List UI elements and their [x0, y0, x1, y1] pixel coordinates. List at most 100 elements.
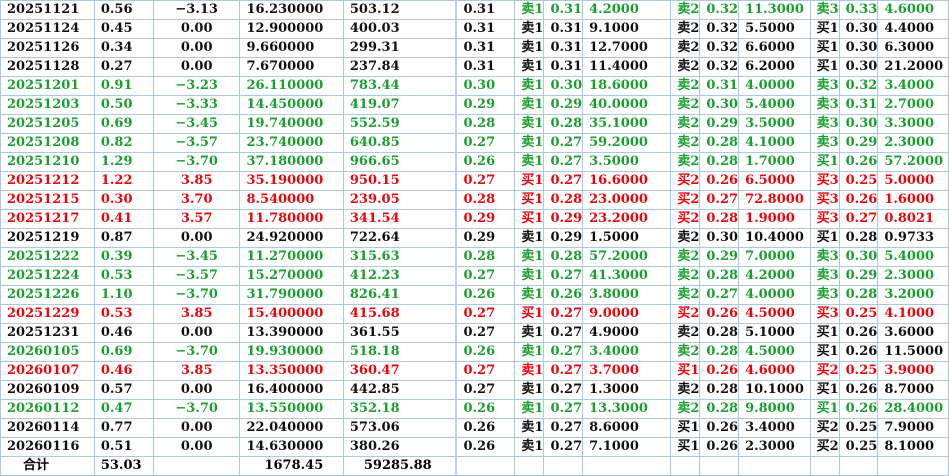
- date-cell: 20260105: [0, 342, 95, 362]
- level1-label-cell: 卖1: [514, 19, 545, 39]
- level3-price-cell: 0.29: [838, 266, 879, 286]
- level2-price-cell: 0.32: [699, 0, 740, 20]
- level3-price-cell: 0.25: [838, 361, 879, 381]
- table-row: 20251201 0.91 −3.23 26.110000 783.44 0.30 卖1 0.…: [0, 76, 949, 96]
- amount-cell: 415.68: [342, 304, 457, 324]
- level2-price-cell: 0.26: [699, 304, 740, 324]
- level3-qty-cell: 2.3000: [877, 133, 949, 153]
- level3-qty-cell: 11.5000: [877, 342, 949, 362]
- level1-price-cell: 0.26: [543, 285, 584, 305]
- volume-cell: 19.740000: [239, 114, 344, 134]
- amount-cell: 352.18: [342, 399, 457, 419]
- close-price-cell: 0.28: [455, 114, 516, 134]
- level2-label-cell: 买2: [670, 190, 701, 210]
- table-row: 20251217 0.41 3.57 11.780000 341.54 0.29 买1 0.2…: [0, 209, 949, 229]
- level1-price-cell: 0.27: [543, 437, 584, 457]
- turnover-cell: 0.34: [93, 38, 154, 58]
- level1-price-cell: 0.28: [543, 190, 584, 210]
- level3-price-cell: 0.30: [838, 247, 879, 267]
- level3-label-cell: 卖3: [809, 95, 840, 115]
- level3-label-cell: 卖3: [809, 285, 840, 305]
- level2-qty-cell: 7.0000: [738, 247, 811, 267]
- table-row: 20260112 0.47 −3.70 13.550000 352.18 0.26 卖1 0.…: [0, 399, 949, 419]
- volume-cell: 16.230000: [239, 0, 344, 20]
- level2-qty-cell: 4.2000: [738, 266, 811, 286]
- amount-cell: 573.06: [342, 418, 457, 438]
- level3-price-cell: 0.26: [838, 380, 879, 400]
- level3-price-cell: 0.26: [838, 190, 879, 210]
- level1-qty-cell: 23.2000: [582, 209, 672, 229]
- level3-qty-cell: 21.2000: [877, 57, 949, 77]
- level3-qty-cell: 57.2000: [877, 152, 949, 172]
- level2-price-cell: 0.28: [699, 152, 740, 172]
- level2-qty-cell: 1.7000: [738, 152, 811, 172]
- date-cell: 20260114: [0, 418, 95, 438]
- close-price-cell: 0.26: [455, 399, 516, 419]
- table-row: 20251124 0.45 0.00 12.900000 400.03 0.31 卖1 0.3…: [0, 19, 949, 39]
- change-percent-cell: 3.85: [152, 361, 241, 381]
- turnover-cell: 0.41: [93, 209, 154, 229]
- level1-price-cell: 0.31: [543, 0, 584, 20]
- level1-qty-cell: 35.1000: [582, 114, 672, 134]
- level1-price-cell: 0.29: [543, 209, 584, 229]
- table-row: 20251215 0.30 3.70 8.540000 239.05 0.28 买1 0.28…: [0, 190, 949, 210]
- level1-price-cell: 0.27: [543, 323, 584, 343]
- change-percent-cell: 0.00: [152, 19, 241, 39]
- volume-cell: 19.930000: [239, 342, 344, 362]
- level2-label-cell: 卖2: [670, 76, 701, 96]
- level3-label-cell: 买3: [809, 209, 840, 229]
- close-price-cell: 0.27: [455, 361, 516, 381]
- change-percent-cell: 0.00: [152, 380, 241, 400]
- turnover-cell: 0.30: [93, 190, 154, 210]
- level1-label-cell: 买1: [514, 209, 545, 229]
- table-row: 20251126 0.34 0.00 9.660000 299.31 0.31 卖1 0.31…: [0, 38, 949, 58]
- level3-qty-cell: 3.3000: [877, 114, 949, 134]
- level2-price-cell: 0.27: [699, 285, 740, 305]
- amount-cell: 299.31: [342, 38, 457, 58]
- level1-label-cell: 卖1: [514, 114, 545, 134]
- table-row: 20251212 1.22 3.85 35.190000 950.15 0.27 买1 0.2…: [0, 171, 949, 191]
- change-percent-cell: 0.00: [152, 418, 241, 438]
- level3-label-cell: 买1: [809, 399, 840, 419]
- level1-label-cell: 卖1: [514, 418, 545, 438]
- level1-price-cell: 0.27: [543, 418, 584, 438]
- level2-qty-cell: 6.6000: [738, 38, 811, 58]
- close-price-cell: 0.31: [455, 57, 516, 77]
- close-price-cell: 0.26: [455, 285, 516, 305]
- level1-label-cell: 卖1: [514, 0, 545, 20]
- turnover-cell: 0.69: [93, 114, 154, 134]
- level3-label-cell: 买1: [809, 228, 840, 248]
- level1-label-cell: 卖1: [514, 76, 545, 96]
- date-cell: 20251226: [0, 285, 95, 305]
- total-empty-cell: [514, 456, 545, 476]
- level2-price-cell: 0.29: [699, 247, 740, 267]
- level2-qty-cell: 3.5000: [738, 114, 811, 134]
- level3-qty-cell: 3.6000: [877, 323, 949, 343]
- level2-qty-cell: 3.4000: [738, 418, 811, 438]
- level2-label-cell: 卖2: [670, 323, 701, 343]
- level2-qty-cell: 4.1000: [738, 133, 811, 153]
- table-row: 20251222 0.39 −3.45 11.270000 315.63 0.28 卖1 0.…: [0, 247, 949, 267]
- level1-qty-cell: 3.7000: [582, 361, 672, 381]
- date-cell: 20251231: [0, 323, 95, 343]
- amount-cell: 950.15: [342, 171, 457, 191]
- level3-label-cell: 卖3: [809, 247, 840, 267]
- level2-qty-cell: 6.5000: [738, 171, 811, 191]
- table-row: 20260109 0.57 0.00 16.400000 442.85 0.27 卖1 0.2…: [0, 380, 949, 400]
- level1-label-cell: 卖1: [514, 247, 545, 267]
- date-cell: 20251126: [0, 38, 95, 58]
- level1-qty-cell: 40.0000: [582, 95, 672, 115]
- level3-label-cell: 买1: [809, 38, 840, 58]
- volume-cell: 22.040000: [239, 418, 344, 438]
- volume-cell: 11.270000: [239, 247, 344, 267]
- level3-price-cell: 0.26: [838, 399, 879, 419]
- level1-price-cell: 0.27: [543, 266, 584, 286]
- level3-label-cell: 买1: [809, 323, 840, 343]
- level3-qty-cell: 5.4000: [877, 247, 949, 267]
- level1-price-cell: 0.27: [543, 304, 584, 324]
- volume-cell: 14.630000: [239, 437, 344, 457]
- date-cell: 20251217: [0, 209, 95, 229]
- turnover-cell: 0.51: [93, 437, 154, 457]
- amount-cell: 361.55: [342, 323, 457, 343]
- total-volume: 1678.45: [239, 456, 344, 476]
